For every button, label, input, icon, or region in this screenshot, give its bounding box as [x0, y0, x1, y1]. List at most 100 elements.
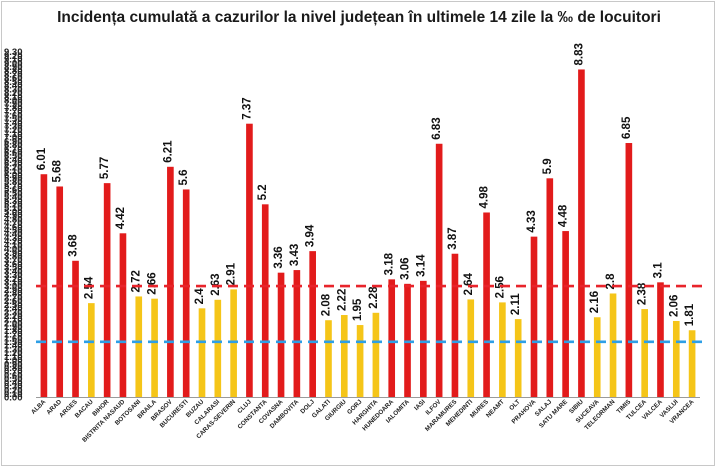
bar: [151, 298, 158, 398]
y-tick-label: 5.70: [4, 181, 23, 192]
bar: [293, 270, 301, 398]
y-tick-label: 1.90: [4, 322, 23, 333]
y-tick-label: 8.50: [4, 77, 23, 88]
bar: [578, 69, 585, 398]
y-tick-label: 9.00: [4, 58, 23, 69]
y-tick-label: 6.50: [4, 151, 23, 162]
y-tick-label: 5.90: [4, 174, 23, 185]
value-label: 6.83: [431, 117, 443, 139]
y-tick-label: 8.90: [4, 62, 23, 73]
y-tick-label: 2.10: [4, 315, 23, 326]
bar: [246, 123, 253, 398]
bar: [372, 312, 380, 398]
bar: [356, 325, 364, 398]
value-label: 2.06: [668, 295, 680, 317]
y-tick-label: 1.50: [4, 337, 23, 348]
y-tick-label: 8.20: [4, 88, 23, 99]
y-tick-label: 8.40: [4, 81, 23, 92]
bar: [198, 308, 206, 398]
bar: [483, 212, 490, 398]
y-tick-label: 3.10: [4, 278, 23, 289]
y-tick-label: 0.30: [4, 382, 23, 393]
y-tick-label: 2.80: [4, 289, 23, 300]
bar: [672, 320, 680, 398]
value-label: 7.37: [241, 97, 253, 119]
y-tick-label: 7.30: [4, 122, 23, 133]
y-tick-label: 4.80: [4, 214, 23, 225]
y-tick-label: 9.20: [4, 51, 23, 62]
y-tick-label: 0.20: [4, 385, 23, 396]
value-label: 2.16: [589, 291, 601, 313]
value-label: 2.22: [336, 289, 348, 311]
y-tick-label: 2.60: [4, 296, 23, 307]
value-label: 2.38: [637, 282, 649, 305]
value-label: 6.85: [621, 116, 633, 139]
bar: [530, 236, 538, 398]
y-tick-label: 6.20: [4, 162, 23, 173]
y-tick-label: 1.40: [4, 341, 23, 352]
y-tick-label: 6.70: [4, 144, 23, 155]
x-tick-label: BACAU: [74, 398, 95, 419]
y-tick-label: 8.70: [4, 69, 23, 80]
y-tick-label: 0.80: [4, 363, 23, 374]
y-tick-label: 3.50: [4, 263, 23, 274]
bar: [119, 233, 127, 398]
bar: [546, 178, 554, 398]
bar: [88, 303, 95, 398]
y-tick-label: 1.30: [4, 344, 23, 355]
value-label: 3.06: [400, 257, 412, 279]
y-tick-label: 8.00: [4, 95, 23, 106]
y-tick-label: 7.10: [4, 129, 23, 140]
y-tick-label: 7.40: [4, 118, 23, 129]
y-tick-label: 1.20: [4, 348, 23, 359]
value-label: 6.21: [162, 140, 174, 163]
value-label: 5.6: [178, 169, 190, 185]
y-tick-label: 7.60: [4, 110, 23, 121]
value-label: 2.28: [368, 286, 380, 309]
value-label: 6.01: [36, 147, 48, 170]
y-tick-label: 1.60: [4, 333, 23, 344]
value-label: 8.83: [573, 43, 585, 65]
value-label: 2.63: [210, 273, 222, 295]
value-label: 3.43: [289, 244, 301, 266]
y-tick-label: 2.30: [4, 307, 23, 318]
value-label: 4.33: [526, 210, 538, 232]
y-tick-label: 8.10: [4, 92, 23, 103]
value-label: 5.77: [99, 157, 111, 179]
y-tick-label: 5.60: [4, 185, 23, 196]
value-label: 4.48: [558, 204, 570, 227]
y-tick-label: 6.90: [4, 136, 23, 147]
y-tick-label: 2.50: [4, 300, 23, 311]
y-tick-label: 4.20: [4, 237, 23, 248]
y-tick-label: 3.80: [4, 252, 23, 263]
y-tick-label: 3.00: [4, 281, 23, 292]
y-tick-label: 6.00: [4, 170, 23, 181]
bar: [261, 204, 269, 398]
y-tick-label: 7.00: [4, 133, 23, 144]
y-tick-label: 0.60: [4, 370, 23, 381]
bar: [499, 302, 506, 398]
bar: [103, 183, 111, 398]
y-tick-label: 2.40: [4, 304, 23, 315]
y-tick-label: 6.40: [4, 155, 23, 166]
bar: [609, 293, 617, 398]
y-tick-label: 4.30: [4, 233, 23, 244]
value-label: 2.08: [320, 293, 332, 316]
value-label: 5.68: [52, 159, 64, 182]
bar: [214, 299, 222, 398]
bar: [562, 231, 569, 398]
y-tick-label: 3.30: [4, 270, 23, 281]
value-label: 3.18: [384, 252, 396, 275]
value-label: 2.4: [194, 288, 206, 305]
y-tick-label: 0.10: [4, 389, 23, 400]
value-label: 3.68: [68, 234, 80, 257]
value-label: 3.36: [273, 246, 285, 268]
bar: [230, 289, 237, 398]
bar: [593, 317, 601, 398]
value-label: 3.14: [415, 254, 427, 277]
y-tick-label: 8.80: [4, 66, 23, 77]
y-tick-label: 1.00: [4, 356, 23, 367]
y-tick-label: 2.90: [4, 285, 23, 296]
value-label: 5.9: [542, 158, 554, 174]
